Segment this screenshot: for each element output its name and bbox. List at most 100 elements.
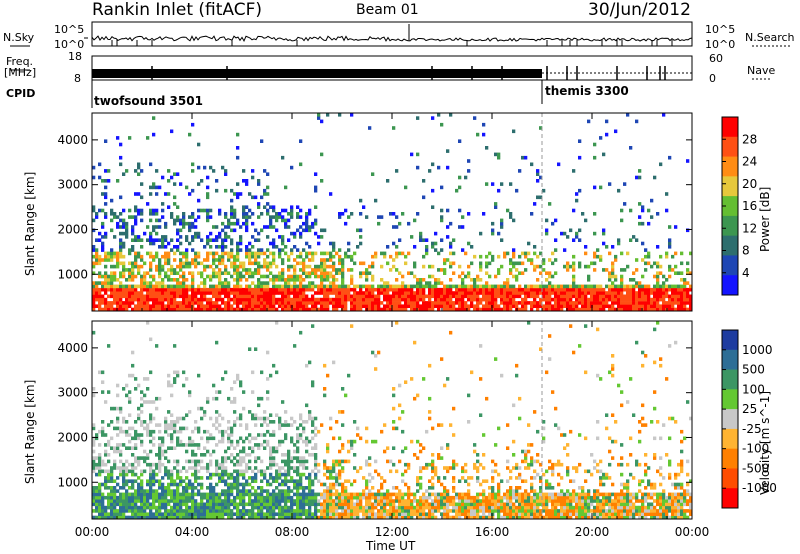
heatmap-cell	[128, 469, 132, 474]
heatmap-cell	[245, 492, 249, 497]
heatmap-cell	[293, 515, 297, 519]
heatmap-cell	[224, 215, 228, 219]
heatmap-cell	[203, 304, 207, 308]
heatmap-cell	[236, 132, 240, 137]
heatmap-cell	[428, 396, 432, 401]
heatmap-cell	[254, 443, 258, 447]
heatmap-cell	[659, 291, 663, 295]
heatmap-cell	[548, 281, 552, 285]
heatmap-cell	[296, 254, 300, 259]
heatmap-cell	[137, 459, 141, 464]
heatmap-cell	[383, 512, 387, 516]
heatmap-cell	[359, 284, 363, 289]
heatmap-cell	[257, 495, 261, 500]
heatmap-cell	[245, 271, 249, 275]
heatmap-cell	[95, 261, 99, 266]
heatmap-cell	[131, 512, 135, 516]
heatmap-cell	[593, 301, 597, 305]
heatmap-cell	[281, 492, 285, 497]
heatmap-cell	[155, 169, 159, 173]
heatmap-cell	[119, 291, 123, 295]
heatmap-cell	[302, 512, 306, 516]
heatmap-cell	[212, 492, 216, 497]
heatmap-cell	[128, 248, 132, 252]
heatmap-cell	[593, 284, 597, 289]
heatmap-cell	[350, 495, 354, 500]
heatmap-cell	[191, 215, 195, 219]
heatmap-cell	[278, 472, 282, 477]
heatmap-cell	[329, 482, 333, 487]
heatmap-cell	[221, 459, 225, 464]
heatmap-cell	[377, 512, 381, 516]
heatmap-cell	[101, 499, 105, 503]
heatmap-cell	[146, 482, 150, 487]
heatmap-cell	[284, 436, 288, 441]
heatmap-cell	[269, 278, 273, 282]
heatmap-cell	[245, 301, 249, 305]
heatmap-cell	[116, 297, 120, 302]
heatmap-cell	[98, 291, 102, 295]
heatmap-cell	[146, 453, 150, 457]
heatmap-cell	[218, 281, 222, 285]
heatmap-cell	[227, 258, 231, 262]
heatmap-cell	[557, 301, 561, 305]
heatmap-cell	[275, 284, 279, 289]
heatmap-cell	[512, 254, 516, 259]
heatmap-cell	[629, 301, 633, 305]
heatmap-cell	[95, 495, 99, 500]
heatmap-cell	[425, 499, 429, 503]
heatmap-cell	[665, 287, 669, 292]
heatmap-cell	[128, 301, 132, 305]
heatmap-cell	[284, 245, 288, 249]
heatmap-cell	[179, 495, 183, 500]
heatmap-cell	[182, 261, 186, 266]
heatmap-cell	[215, 301, 219, 305]
heatmap-cell	[599, 185, 603, 190]
heatmap-cell	[350, 502, 354, 507]
heatmap-cell	[449, 284, 453, 289]
heatmap-cell	[131, 472, 135, 477]
heatmap-cell	[167, 251, 171, 256]
heatmap-cell	[494, 301, 498, 305]
heatmap-cell	[620, 208, 624, 213]
heatmap-cell	[326, 278, 330, 282]
heatmap-cell	[134, 492, 138, 497]
heatmap-cell	[224, 499, 228, 503]
heatmap-cell	[296, 492, 300, 497]
heatmap-cell	[200, 297, 204, 302]
heatmap-cell	[185, 377, 189, 381]
heatmap-cell	[266, 254, 270, 259]
heatmap-cell	[224, 482, 228, 487]
heatmap-cell	[269, 505, 273, 510]
heatmap-cell	[284, 218, 288, 223]
heatmap-cell	[458, 139, 462, 143]
heatmap-cell	[554, 297, 558, 302]
heatmap-cell	[320, 261, 324, 266]
heatmap-cell	[188, 215, 192, 219]
heatmap-cell	[446, 291, 450, 295]
heatmap-cell	[260, 509, 264, 513]
heatmap-cell	[461, 215, 465, 219]
heatmap-cell	[269, 373, 273, 378]
heatmap-cell	[284, 297, 288, 302]
heatmap-cell	[422, 377, 426, 381]
heatmap-cell	[299, 479, 303, 483]
heatmap-cell	[551, 221, 555, 226]
heatmap-cell	[134, 238, 138, 242]
heatmap-cell	[134, 221, 138, 226]
heatmap-cell	[260, 423, 264, 427]
heatmap-cell	[314, 221, 318, 226]
heatmap-cell	[185, 469, 189, 474]
heatmap-cell	[395, 515, 399, 519]
heatmap-cell	[293, 512, 297, 516]
heatmap-cell	[290, 212, 294, 216]
heatmap-cell	[305, 284, 309, 289]
heatmap-cell	[140, 512, 144, 516]
heatmap-cell	[359, 304, 363, 308]
heatmap-cell	[146, 489, 150, 493]
heatmap-cell	[197, 476, 201, 480]
heatmap-cell	[632, 304, 636, 308]
heatmap-cell	[362, 291, 366, 295]
heatmap-cell	[530, 284, 534, 289]
heatmap-cell	[236, 248, 240, 252]
